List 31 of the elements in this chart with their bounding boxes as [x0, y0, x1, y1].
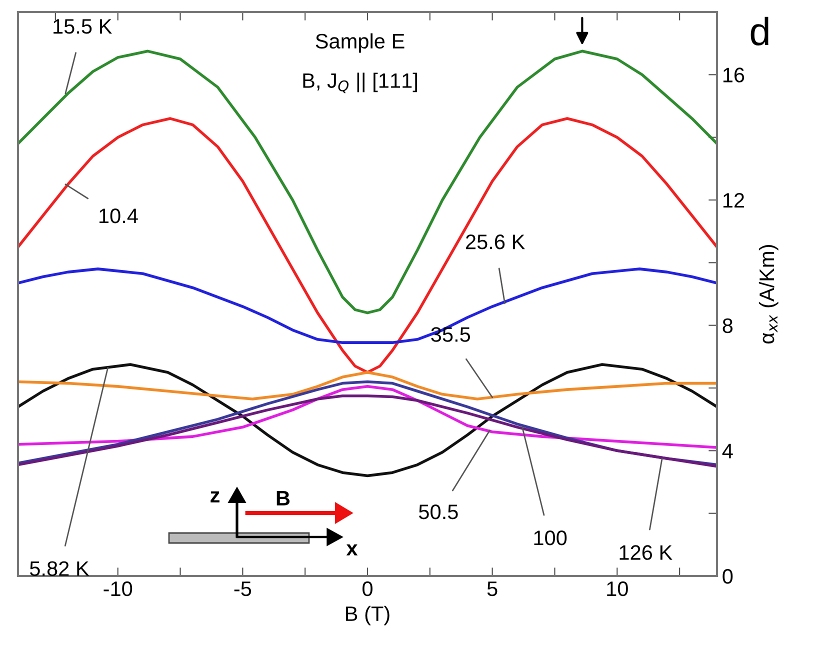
annotation: B [276, 491, 290, 506]
y-tick-label: 0 [722, 569, 733, 584]
x-tick-label: -10 [104, 581, 132, 596]
annotation: 50.5 [419, 504, 458, 520]
line-series [18, 268, 717, 344]
annotation: 15.5 K [54, 19, 112, 34]
x-tick-label: 5 [487, 582, 498, 596]
annotation: 126 K [620, 545, 672, 560]
y-axis-title: α$_{xx}$ (A/Km) [758, 245, 778, 344]
annotation: 25.6 K [466, 234, 525, 250]
y-tick-label: 8 [722, 318, 733, 334]
y-tick-label: 12 [723, 193, 744, 208]
y-tick-label: 16 [723, 68, 744, 82]
annotation: x [346, 544, 358, 556]
annotation: 100 [534, 530, 567, 546]
annotation: Sample E [316, 33, 404, 53]
annotation: B, J$_{Q}$ || [111] [303, 72, 417, 94]
y-tick-label: 4 [722, 444, 733, 458]
line-series [18, 117, 717, 374]
line-series [18, 394, 717, 468]
x-tick-label: 0 [362, 581, 372, 596]
line-series [18, 370, 717, 400]
x-axis-title: B (T) [346, 606, 390, 626]
text: d [750, 16, 768, 46]
annotation: z [210, 491, 220, 502]
x-tick-label: 10 [607, 581, 628, 596]
annotation: 35.5 [431, 327, 470, 342]
annotation: 10.4 [100, 208, 138, 224]
annotation: 5.82 K [30, 561, 90, 576]
x-tick-label: -5 [234, 582, 252, 596]
line-series [18, 363, 717, 478]
